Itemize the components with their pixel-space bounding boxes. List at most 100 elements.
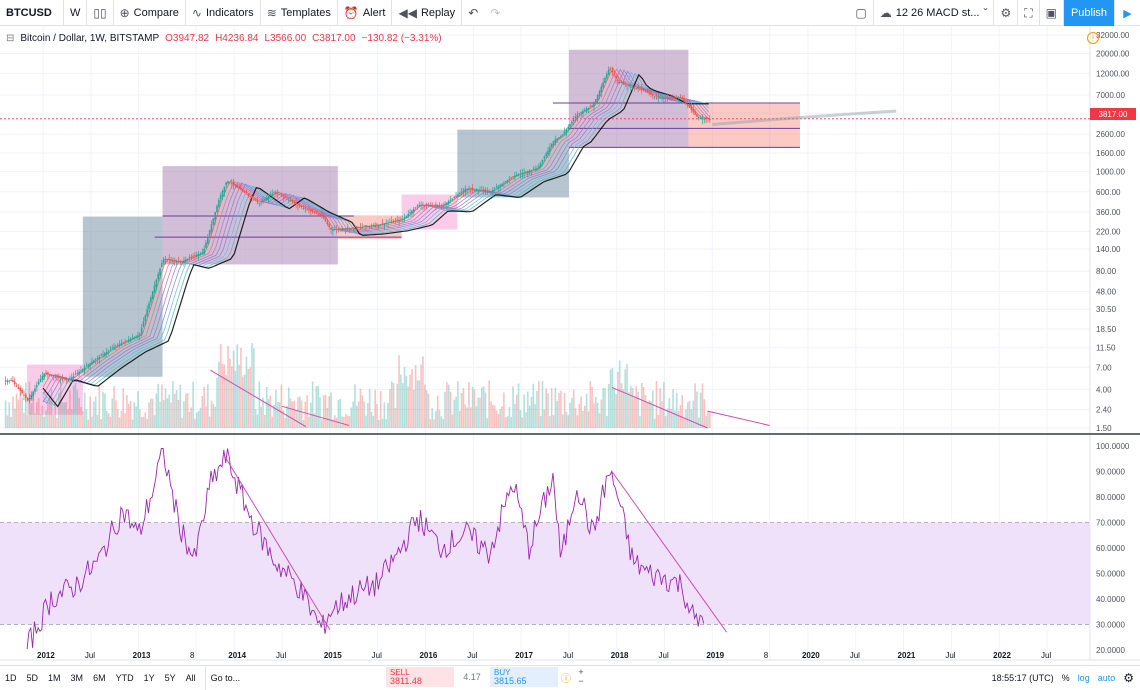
study-template-button[interactable]: ☁ 12 26 MACD st... ˇ — [874, 0, 995, 26]
volume-bar — [675, 392, 678, 428]
candle-body — [25, 394, 27, 399]
volume-bar — [13, 408, 16, 428]
volume-bar — [571, 397, 573, 428]
candle-body — [262, 200, 264, 202]
publish-button[interactable]: Publish — [1064, 0, 1114, 26]
candle-body — [6, 380, 9, 383]
candle-body — [188, 257, 191, 259]
range-button-5y[interactable]: 5Y — [164, 672, 176, 683]
fullscreen-button[interactable]: ⛶ — [1018, 0, 1040, 26]
candle-body — [30, 394, 33, 400]
time-tick-label: 2016 — [419, 651, 437, 660]
symbol-search[interactable]: BTCUSD — [0, 0, 64, 26]
candle-body — [538, 166, 540, 168]
volume-bar — [514, 403, 516, 428]
play-button[interactable]: ▶ — [1114, 0, 1140, 26]
candle-body — [503, 182, 505, 184]
range-button-all[interactable]: All — [185, 672, 196, 683]
candle-body — [602, 82, 604, 88]
percent-toggle[interactable]: % — [1061, 673, 1070, 683]
candle-body — [212, 218, 215, 225]
candle-body — [74, 374, 77, 376]
volume-bar — [284, 417, 286, 428]
alert-info-icon[interactable]: ! — [1087, 32, 1099, 44]
auto-toggle[interactable]: auto — [1097, 673, 1116, 683]
candle-body — [254, 199, 257, 201]
alert-button[interactable]: ⏰ Alert — [338, 0, 393, 26]
chart-canvas[interactable]: 32000.0020000.0012000.007000.004400.0026… — [0, 26, 1140, 665]
volume-bar — [78, 397, 80, 428]
buy-button[interactable]: BUY 3815.65 — [490, 667, 558, 687]
time-tick-label: 2021 — [898, 651, 916, 660]
candle-body — [311, 210, 314, 213]
indicators-button[interactable]: ∿ Indicators — [186, 0, 261, 26]
snapshot-button[interactable]: ▣ — [1040, 0, 1064, 26]
volume-bar — [260, 406, 262, 428]
candle-body — [394, 220, 397, 222]
volume-bar — [322, 395, 325, 428]
candle-body — [335, 228, 338, 230]
range-button-5d[interactable]: 5D — [26, 672, 39, 683]
templates-button[interactable]: ≋ Templates — [261, 0, 338, 26]
volume-bar — [256, 414, 259, 428]
candle-body — [422, 205, 424, 206]
volume-bar — [692, 400, 695, 428]
volume-bar — [424, 384, 426, 428]
candle-body — [210, 224, 213, 232]
volume-bar — [389, 389, 391, 428]
volume-bar — [455, 396, 457, 428]
undo-button[interactable]: ↶ — [462, 0, 484, 26]
info-icon[interactable]: ⓘ — [561, 673, 571, 685]
candle-body — [567, 126, 570, 130]
redo-button[interactable]: ↷ — [484, 0, 506, 26]
candle-body — [337, 229, 340, 230]
rsi-tick-label: 40.0000 — [1096, 595, 1125, 604]
candle-body — [300, 205, 303, 208]
interval-button[interactable]: W — [64, 0, 88, 26]
layout-button[interactable]: ▢ — [849, 0, 874, 26]
volume-bar — [556, 401, 559, 428]
candle-body — [392, 221, 395, 223]
volume-bar — [595, 396, 597, 428]
volume-bar — [201, 396, 204, 428]
volume-bar — [471, 386, 474, 428]
candle-body — [157, 274, 159, 280]
legend-title[interactable]: Bitcoin / Dollar, 1W, BITSTAMP — [20, 33, 160, 44]
candle-body — [308, 209, 310, 211]
range-button-1y[interactable]: 1Y — [143, 672, 155, 683]
range-button-6m[interactable]: 6M — [93, 672, 106, 683]
log-toggle[interactable]: log — [1077, 673, 1090, 683]
settings-button[interactable]: ⚙ — [994, 0, 1019, 26]
candle-body — [85, 365, 88, 367]
chart-type-button[interactable]: ▯▯ — [87, 0, 114, 26]
candle-body — [571, 121, 573, 124]
legend-open: O3947.82 — [165, 33, 210, 44]
collapse-icon[interactable]: ⊟ — [6, 33, 15, 44]
volume-bar — [267, 398, 270, 428]
candle-body — [385, 222, 387, 224]
volume-bar — [192, 381, 194, 428]
volume-bar — [690, 409, 693, 428]
range-button-1m[interactable]: 1M — [48, 672, 61, 683]
volume-bar — [91, 416, 93, 428]
replay-button[interactable]: ◀◀ Replay — [392, 0, 463, 26]
gear-icon[interactable]: ⚙ — [1123, 671, 1134, 685]
sell-button[interactable]: SELL 3811.48 — [386, 667, 454, 687]
volume-bar — [262, 397, 264, 428]
range-button-3m[interactable]: 3M — [70, 672, 84, 683]
goto-button[interactable]: Go to... — [204, 665, 246, 690]
range-buttons: 1D 5D 1M 3M 6M YTD 1Y 5Y All — [0, 666, 201, 690]
quantity-stepper[interactable]: + − — [578, 667, 584, 686]
range-button-ytd[interactable]: YTD — [115, 672, 134, 683]
volume-bar — [76, 390, 79, 428]
ma-ribbon-line — [42, 71, 709, 405]
range-button-1d[interactable]: 1D — [5, 672, 17, 683]
candle-body — [102, 354, 104, 356]
candle-body — [216, 205, 218, 212]
compare-button[interactable]: ⊕ Compare — [114, 0, 186, 26]
price-tick-label: 18.50 — [1096, 325, 1117, 334]
volume-bar — [538, 380, 540, 428]
volume-bar — [493, 405, 496, 428]
candle-body — [161, 263, 163, 268]
candle-body — [333, 229, 336, 231]
